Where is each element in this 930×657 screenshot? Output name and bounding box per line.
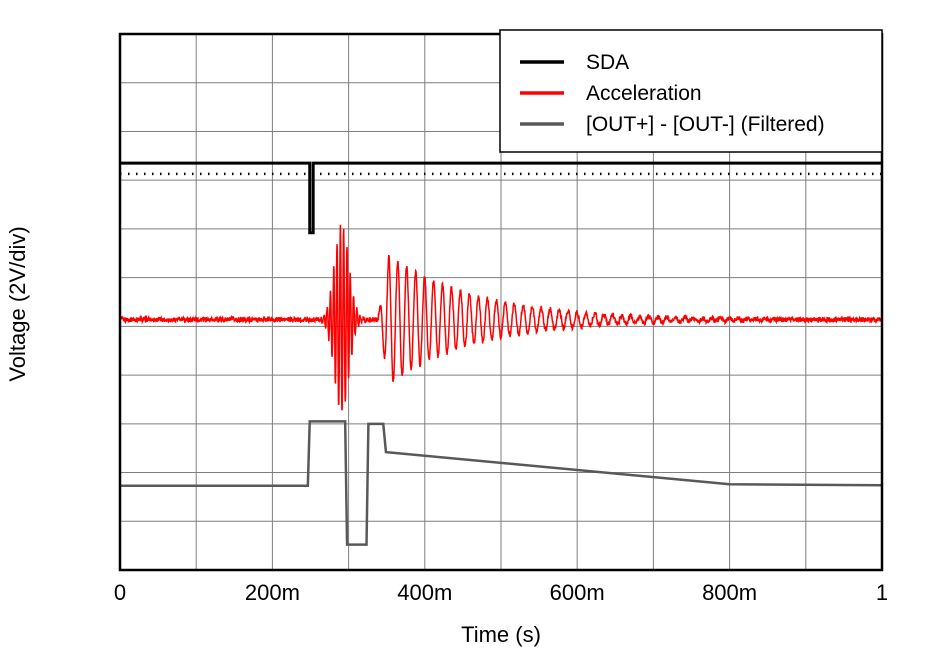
acceleration-trace bbox=[119, 224, 883, 411]
x-axis-label: Time (s) bbox=[461, 622, 541, 647]
legend: SDA Acceleration [OUT+] - [OUT-] (Filtered… bbox=[499, 29, 883, 153]
x-tick-label: 600m bbox=[550, 580, 605, 605]
legend-label: [OUT+] - [OUT-] (Filtered) bbox=[586, 113, 825, 136]
x-tick-label: 200m bbox=[245, 580, 300, 605]
x-tick-label: 0 bbox=[114, 580, 126, 605]
legend-box bbox=[499, 29, 883, 153]
x-axis-ticks: 0 200m 400m 600m 800m 1 bbox=[114, 580, 888, 605]
legend-label: SDA bbox=[586, 51, 629, 74]
legend-label: Acceleration bbox=[586, 82, 702, 105]
y-axis-label: Voltage (2V/div) bbox=[5, 226, 30, 382]
out-differential-trace bbox=[120, 420, 883, 546]
x-tick-label: 1 bbox=[876, 580, 888, 605]
x-tick-label: 800m bbox=[702, 580, 757, 605]
x-tick-label: 400m bbox=[397, 580, 452, 605]
sda-trace bbox=[120, 161, 882, 235]
